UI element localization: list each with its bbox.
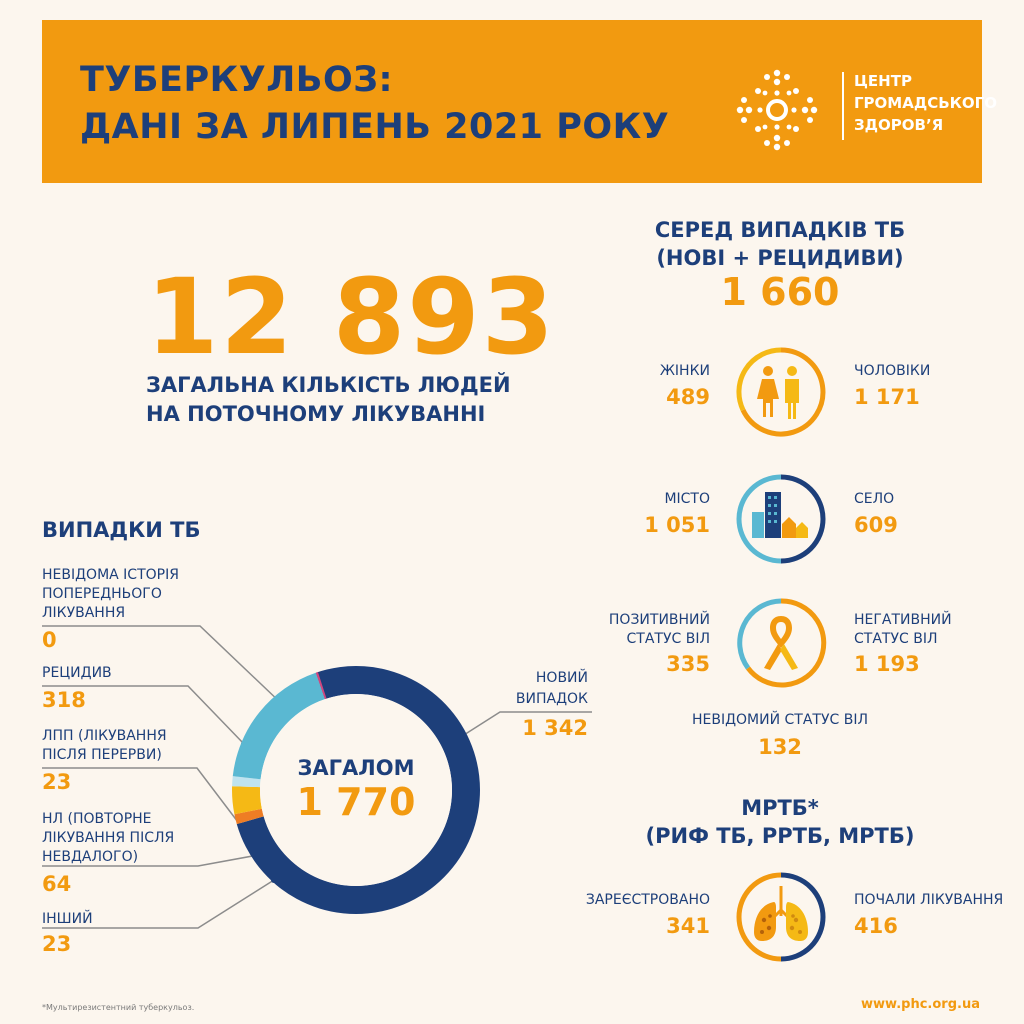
women-label: ЖІНКИ [659,363,710,379]
header-banner: ТУБЕРКУЛЬОЗ: ДАНІ ЗА ЛИПЕНЬ 2021 РОКУ ЦЕ… [42,20,997,183]
unknown-history-label-3: ЛІКУВАННЯ [42,605,126,621]
donut-slice-3 [232,776,261,788]
hiv-negative-value: 1 193 [854,652,920,676]
donut-total-value: 1 770 [296,780,416,824]
donut-hole [260,694,452,886]
women-value: 489 [666,385,710,409]
mdr-started-label: ПОЧАЛИ ЛІКУВАННЯ [854,892,1004,908]
phc-logo-icon [736,69,818,151]
lungs-icon [736,872,826,962]
unknown-history-label-1: НЕВІДОМА ІСТОРІЯ [42,567,179,583]
mdr-registered-value: 341 [666,914,710,938]
gender-icon [736,347,826,437]
mdr-title-1: МРТБ* [741,796,819,820]
hiv-positive-value: 335 [666,652,710,676]
hiv-negative-label-2: СТАТУС ВІЛ [854,631,938,647]
relapse-value: 318 [42,688,86,712]
unknown-history-value: 0 [42,628,57,652]
men-label: ЧОЛОВІКИ [854,363,931,379]
treatment-total-value: 12 893 [146,256,557,378]
cases-title: ВИПАДКИ ТБ [42,518,201,542]
failure-value: 64 [42,872,72,896]
logo-text-line2: ГРОМАДСЬКОГО [854,94,997,112]
new-case-label-2: ВИПАДОК [515,691,588,707]
relapse-label: РЕЦИДИВ [42,665,112,681]
other-label: ІНШИЙ [42,911,93,927]
hiv-positive-label-1: ПОЗИТИВНИЙ [608,612,710,628]
donut-slice-5 [315,671,327,700]
new-relapse-value: 1 660 [720,270,840,314]
new-case-label-1: НОВИЙ [535,670,588,686]
website-link[interactable]: www.phc.org.ua [861,997,980,1012]
ltfu-label-2: ПІСЛЯ ПЕРЕРВИ) [42,747,162,763]
donut-slice-1 [234,808,264,825]
hiv-unknown-label: НЕВІДОМИЙ СТАТУС ВІЛ [691,712,868,728]
new-case-value: 1 342 [522,716,588,740]
logo-divider [842,72,844,140]
village-label: СЕЛО [854,491,895,507]
mdr-title-2: (РИФ ТБ, РРТБ, МРТБ) [645,824,915,848]
ltfu-value: 23 [42,770,72,794]
men-value: 1 171 [854,385,920,409]
mdr-started-value: 416 [854,914,898,938]
city-label: МІСТО [664,491,710,507]
new-relapse-title-2: (НОВІ + РЕЦИДИВИ) [656,246,904,270]
new-relapse-title-1: СЕРЕД ВИПАДКІВ ТБ [654,218,906,242]
cases-donut-chart [232,666,480,914]
page-title-line2: ДАНІ ЗА ЛИПЕНЬ 2021 РОКУ [80,107,670,147]
other-value: 23 [42,932,72,956]
failure-label-3: НЕВДАЛОГО) [42,849,139,865]
failure-label-2: ЛІКУВАННЯ ПІСЛЯ [42,830,175,846]
donut-slice-4 [232,672,325,780]
page-title-line1: ТУБЕРКУЛЬОЗ: [80,60,394,100]
treatment-label-line1: ЗАГАЛЬНА КІЛЬКІСТЬ ЛЮДЕЙ [146,373,511,397]
mdr-registered-label: ЗАРЕЄСТРОВАНО [585,892,710,908]
ltfu-label-1: ЛПП (ЛІКУВАННЯ [42,728,167,744]
donut-total-label: ЗАГАЛОМ [297,756,415,780]
city-value: 1 051 [644,513,710,537]
city-village-icon [736,474,826,564]
hiv-positive-label-2: СТАТУС ВІЛ [626,631,710,647]
awareness-ribbon-icon [737,598,827,688]
failure-label-1: НЛ (ПОВТОРНЕ [42,811,152,827]
unknown-history-label-2: ПОПЕРЕДНЬОГО [42,586,162,602]
hiv-unknown-value: 132 [758,735,802,759]
logo-text-line1: ЦЕНТР [854,72,912,90]
treatment-label-line2: НА ПОТОЧНОМУ ЛІКУВАННІ [146,402,486,426]
hiv-negative-label-1: НЕГАТИВНИЙ [854,612,952,628]
donut-slice-2 [232,786,262,815]
footnote: *Мультирезистентний туберкульоз. [42,1003,195,1012]
village-value: 609 [854,513,898,537]
logo-text-line3: ЗДОРОВ’Я [854,116,944,134]
